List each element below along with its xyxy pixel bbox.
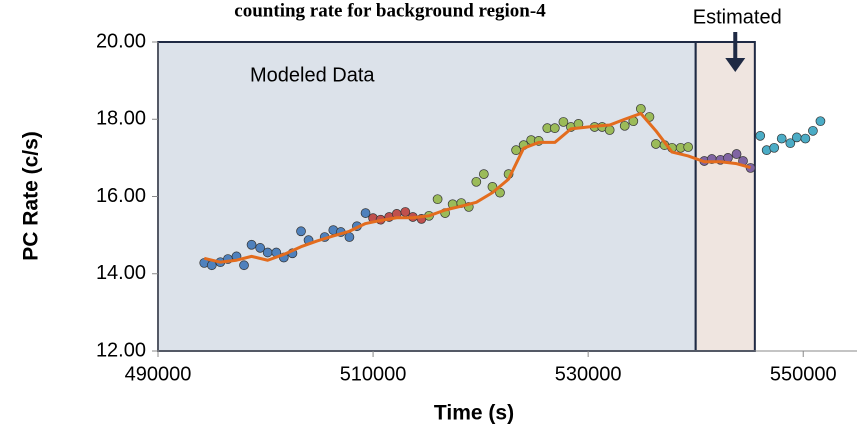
x-tick-label: 490000 — [125, 363, 192, 385]
y-tick-label: 12.00 — [96, 339, 146, 361]
data-point — [619, 120, 630, 131]
data-point — [558, 117, 569, 127]
data-point — [262, 247, 273, 258]
model-line — [203, 111, 751, 264]
x-tick-label: 530000 — [555, 363, 622, 385]
data-point — [731, 149, 742, 159]
x-tick-label: 550000 — [770, 363, 837, 385]
y-tick-label: 14.00 — [96, 262, 146, 284]
x-axis-label: Time (s) — [434, 402, 514, 425]
region-label: Estimated — [693, 6, 782, 28]
data-point — [246, 239, 257, 250]
region-label: Modeled Data — [250, 64, 375, 86]
y-tick-label: 18.00 — [96, 108, 146, 130]
data-point — [683, 142, 694, 152]
data-point — [360, 208, 371, 218]
data-point — [776, 133, 787, 144]
data-point — [651, 139, 661, 149]
data-point — [769, 142, 780, 153]
y-tick-label: 20.00 — [96, 30, 146, 52]
data-point — [296, 226, 306, 237]
data-point — [815, 116, 826, 127]
data-point — [471, 176, 482, 187]
chart-title: counting rate for background region-4 — [234, 0, 546, 21]
data-point — [239, 260, 249, 271]
region — [157, 41, 697, 352]
region — [694, 41, 756, 352]
y-axis-label: PC Rate (c/s) — [20, 131, 43, 261]
data-point — [432, 194, 443, 205]
data-point — [511, 145, 521, 155]
data-point — [791, 132, 802, 143]
arrow-head — [725, 58, 746, 72]
data-point — [255, 243, 266, 253]
data-point — [344, 232, 355, 242]
x-tick-label: 510000 — [340, 363, 407, 385]
data-point — [800, 133, 811, 144]
y-tick-label: 16.00 — [96, 185, 146, 207]
data-point — [808, 125, 818, 136]
data-point — [478, 169, 489, 179]
data-point — [785, 138, 796, 149]
data-point — [755, 131, 766, 141]
data-point — [549, 123, 560, 133]
data-point — [604, 125, 615, 135]
